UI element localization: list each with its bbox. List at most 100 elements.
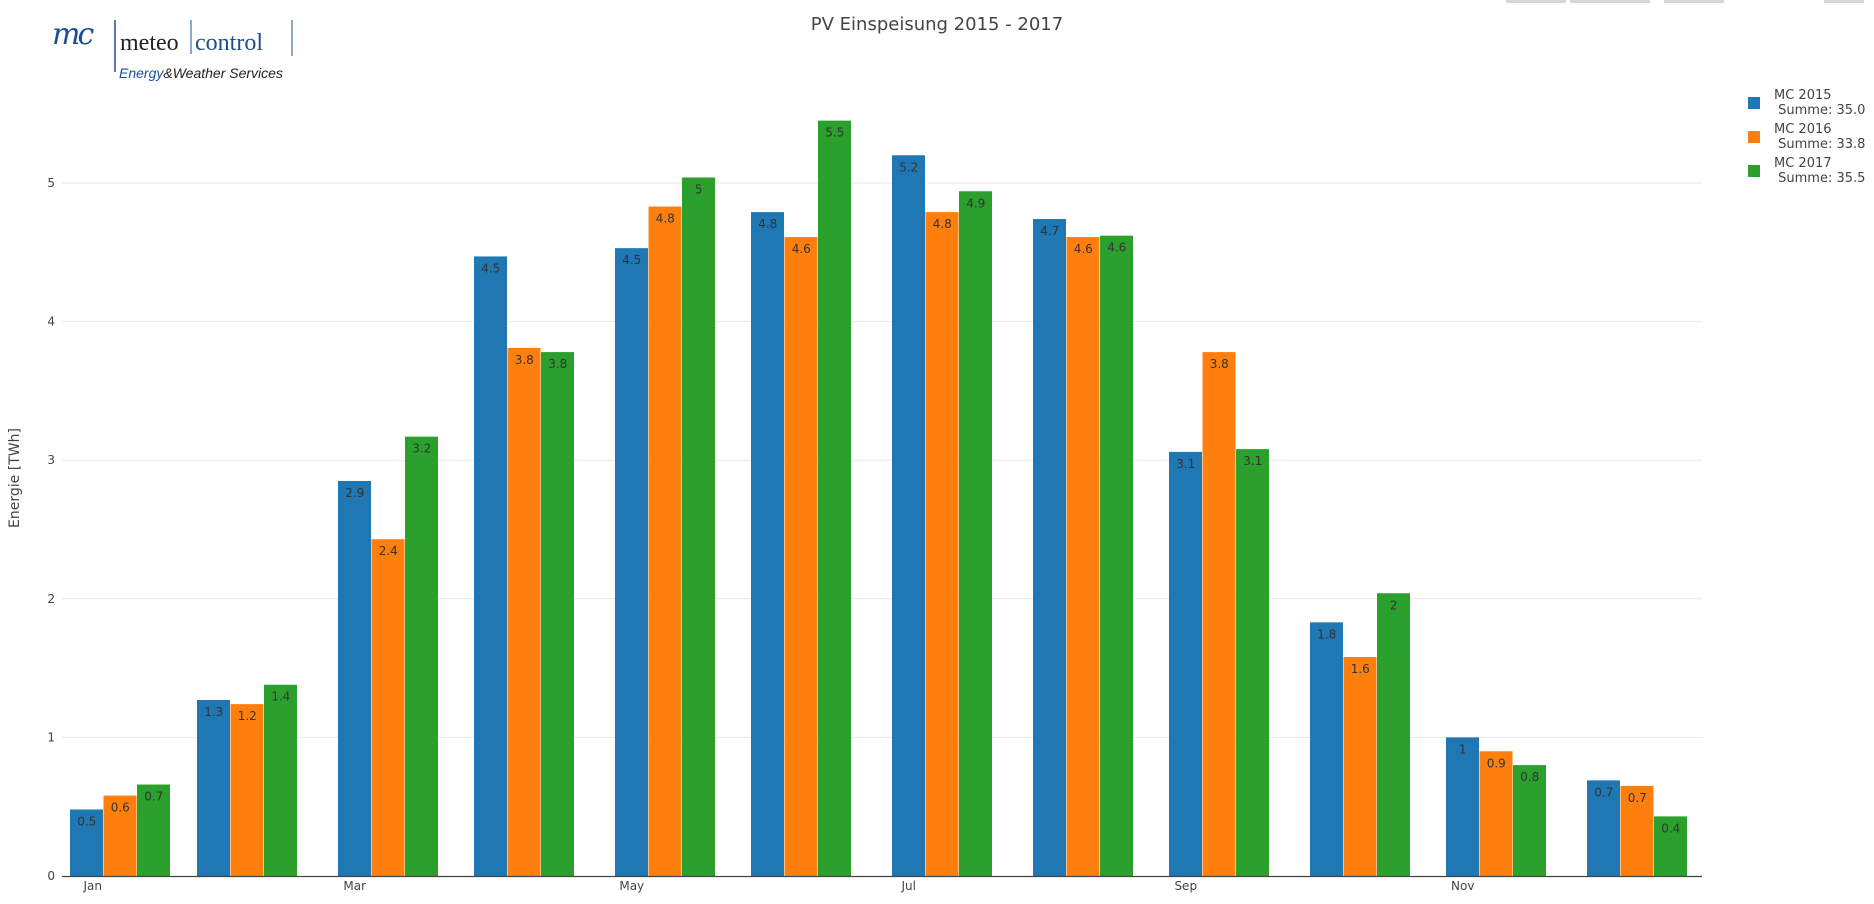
- bar-mc-2016-sep[interactable]: [1202, 352, 1236, 876]
- bar-mc-2016-feb[interactable]: [230, 704, 264, 876]
- bar-mc-2016-aug[interactable]: [1066, 237, 1100, 876]
- y-tick-label: 2: [47, 592, 55, 606]
- bar-mc-2016-may[interactable]: [648, 206, 682, 876]
- company-logo: mc meteo control Energy&Weather Services: [52, 17, 293, 81]
- bar-data-label: 0.6: [111, 801, 130, 815]
- legend-swatch: [1748, 97, 1760, 109]
- bar-mc-2017-oct[interactable]: [1377, 593, 1410, 876]
- bar-mc-2016-jun[interactable]: [784, 237, 818, 876]
- bar-mc-2016-mar[interactable]: [371, 539, 405, 876]
- bar-data-label: 2: [1390, 598, 1398, 612]
- bar-mc-2015-mar[interactable]: [338, 480, 371, 876]
- bar-data-label: 2.4: [379, 544, 398, 558]
- toolbar-hint-strip[interactable]: [1570, 0, 1650, 3]
- bar-mc-2015-jun[interactable]: [751, 212, 784, 876]
- bar-data-label: 0.7: [1628, 791, 1647, 805]
- x-tick-label: Jan: [83, 879, 103, 893]
- bar-mc-2017-may[interactable]: [682, 177, 715, 876]
- bar-mc-2016-jul[interactable]: [925, 212, 959, 876]
- bar-data-label: 3.1: [1176, 457, 1195, 471]
- y-tick-label: 1: [47, 730, 55, 744]
- bar-data-label: 4.9: [966, 196, 985, 210]
- bar-data-label: 4.5: [481, 261, 500, 275]
- bar-mc-2015-feb[interactable]: [197, 699, 230, 876]
- x-tick-label: Jul: [901, 879, 916, 893]
- bar-data-label: 3.8: [548, 357, 567, 371]
- bar-mc-2017-aug[interactable]: [1100, 235, 1133, 877]
- y-tick-label: 3: [47, 453, 55, 467]
- bar-data-label: 4.8: [656, 212, 675, 226]
- bar-mc-2016-apr[interactable]: [507, 347, 541, 877]
- bar-mc-2016-jan[interactable]: [103, 795, 137, 876]
- y-axis-title: Energie [TWh]: [7, 428, 23, 528]
- bar-data-label: 1: [1459, 742, 1467, 756]
- x-tick-label: Sep: [1174, 879, 1197, 893]
- bar-data-label: 4.8: [933, 217, 952, 231]
- bar-mc-2017-jun[interactable]: [818, 120, 851, 876]
- bar-mc-2016-dec[interactable]: [1620, 785, 1654, 876]
- logo-tagline-services: Weather Services: [173, 65, 283, 81]
- x-tick-label: Nov: [1451, 879, 1474, 893]
- y-tick-label: 4: [47, 315, 55, 329]
- bar-data-label: 1.3: [204, 705, 223, 719]
- bar-mc-2015-nov[interactable]: [1446, 737, 1479, 876]
- axis-layer: 0 1 2 3 4 5 Jan Mar May Jul Sep Nov: [47, 176, 1702, 893]
- y-tick-label: 5: [47, 176, 55, 190]
- bar-mc-2015-jan[interactable]: [70, 809, 103, 876]
- bar-mc-2015-jul[interactable]: [892, 155, 925, 876]
- bar-data-label: 3.8: [1210, 357, 1229, 371]
- bar-data-label: 5.5: [825, 126, 844, 140]
- toolbar-hint-strip[interactable]: [1824, 0, 1864, 3]
- bar-mc-2015-may[interactable]: [615, 248, 648, 877]
- legend-label: MC 2016 Summe: 33.8: [1774, 122, 1866, 152]
- bar-data-label: 0.4: [1661, 821, 1680, 835]
- data-label-layer: 0.5 1.3 2.9 4.5 4.5 4.8 5.2 4.7 3.1 1.8 1 0.7 0.6 1.2…: [77, 126, 1680, 836]
- bar-mc-2017-jan[interactable]: [137, 784, 170, 876]
- bar-layer: [70, 120, 1687, 877]
- legend-swatch: [1748, 165, 1760, 177]
- toolbar-hint-strip[interactable]: [1506, 0, 1566, 3]
- bar-mc-2017-feb[interactable]: [264, 684, 297, 876]
- bar-mc-2017-nov[interactable]: [1513, 765, 1546, 876]
- bar-mc-2015-aug[interactable]: [1033, 219, 1066, 876]
- logo-word-meteo: meteo: [120, 30, 179, 56]
- bar-mc-2016-oct[interactable]: [1343, 657, 1377, 876]
- bar-data-label: 4.8: [758, 217, 777, 231]
- bar-data-label: 0.9: [1487, 756, 1506, 770]
- bar-mc-2015-apr[interactable]: [474, 256, 507, 876]
- bar-data-label: 4.7: [1040, 224, 1059, 238]
- bar-data-label: 0.8: [1520, 770, 1539, 784]
- x-tick-label: Mar: [343, 879, 366, 893]
- bar-mc-2015-sep[interactable]: [1169, 451, 1202, 876]
- bar-mc-2017-sep[interactable]: [1236, 449, 1269, 876]
- bar-data-label: 4.6: [792, 242, 811, 256]
- bar-mc-2017-apr[interactable]: [541, 352, 574, 876]
- logo-mark: mc: [52, 17, 94, 52]
- bar-data-label: 0.7: [144, 790, 163, 804]
- bar-mc-2015-oct[interactable]: [1310, 622, 1343, 876]
- toolbar-hint-strip[interactable]: [1664, 0, 1724, 3]
- svg-text:Energy&Weather Services: Energy&Weather Services: [119, 65, 283, 81]
- bar-data-label: 5: [695, 182, 703, 196]
- bar-mc-2017-jul[interactable]: [959, 191, 992, 877]
- bar-data-label: 3.8: [515, 353, 534, 367]
- bar-data-label: 5.2: [899, 160, 918, 174]
- bar-data-label: 3.1: [1243, 454, 1262, 468]
- x-tick-label: May: [619, 879, 644, 893]
- bar-mc-2015-dec[interactable]: [1587, 780, 1620, 876]
- bar-data-label: 4.5: [622, 253, 641, 267]
- legend-label: MC 2017 Summe: 35.5: [1774, 156, 1866, 186]
- bar-data-label: 4.6: [1074, 242, 1093, 256]
- y-tick-label: 0: [47, 869, 55, 883]
- bar-data-label: 3.2: [412, 442, 431, 456]
- bar-mc-2016-nov[interactable]: [1479, 751, 1513, 876]
- bar-data-label: 4.6: [1107, 241, 1126, 255]
- grid-layer: [62, 182, 1702, 738]
- bar-data-label: 1.2: [238, 709, 257, 723]
- chart-title: PV Einspeisung 2015 - 2017: [810, 14, 1064, 35]
- bar-mc-2017-dec[interactable]: [1654, 816, 1687, 876]
- bar-data-label: 0.5: [77, 814, 96, 828]
- bar-data-label: 1.4: [271, 690, 290, 704]
- bar-mc-2017-mar[interactable]: [405, 436, 438, 876]
